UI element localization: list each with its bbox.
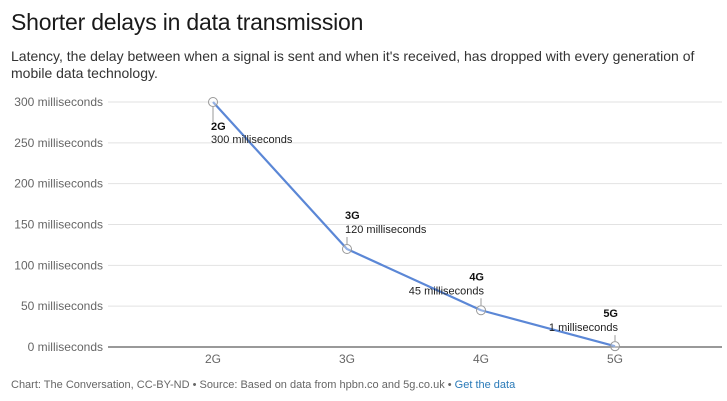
annotation-value: 300 milliseconds <box>211 134 293 146</box>
y-tick-label: 300 milliseconds <box>14 95 103 109</box>
chart-footer: Chart: The Conversation, CC-BY-ND • Sour… <box>11 379 515 391</box>
x-tick-label: 5G <box>607 352 623 366</box>
data-point-marker <box>208 97 218 107</box>
y-axis-ticks: 0 milliseconds 50 milliseconds 100 millise… <box>14 95 103 354</box>
annotation-category: 4G <box>469 271 484 283</box>
data-point-marker <box>476 305 486 316</box>
chart-title: Shorter delays in data transmission <box>11 9 364 35</box>
x-axis-ticks: 2G 3G 4G 5G <box>205 352 623 366</box>
y-tick-label: 50 milliseconds <box>21 299 103 313</box>
latency-series-line <box>212 101 616 348</box>
x-tick-label: 3G <box>339 352 355 366</box>
annotation-value: 120 milliseconds <box>345 224 427 236</box>
y-tick-label: 150 milliseconds <box>14 218 103 232</box>
x-tick-label: 2G <box>205 352 221 366</box>
series-line-layer <box>212 101 616 348</box>
y-tick-label: 200 milliseconds <box>14 177 103 191</box>
annotation-category: 3G <box>345 210 360 222</box>
annotation-category: 2G <box>211 121 226 133</box>
point-markers <box>208 97 620 352</box>
annotation-value: 45 milliseconds <box>409 285 485 297</box>
source-credit: Chart: The Conversation, CC-BY-ND • Sour… <box>11 379 455 391</box>
chart-subtitle: Latency, the delay between when a signal… <box>11 48 695 81</box>
y-tick-label: 250 milliseconds <box>14 136 103 150</box>
x-tick-label: 4G <box>473 352 489 366</box>
y-tick-label: 0 milliseconds <box>28 340 103 354</box>
annotation-value: 1 milliseconds <box>549 322 619 334</box>
data-point-marker <box>342 244 352 254</box>
data-point-marker <box>610 341 620 352</box>
annotation-category: 5G <box>603 308 618 320</box>
get-the-data-link[interactable]: Get the data <box>454 379 516 391</box>
latency-line-chart: 0 milliseconds 50 milliseconds 100 millise… <box>14 95 722 366</box>
y-tick-label: 100 milliseconds <box>14 258 103 272</box>
